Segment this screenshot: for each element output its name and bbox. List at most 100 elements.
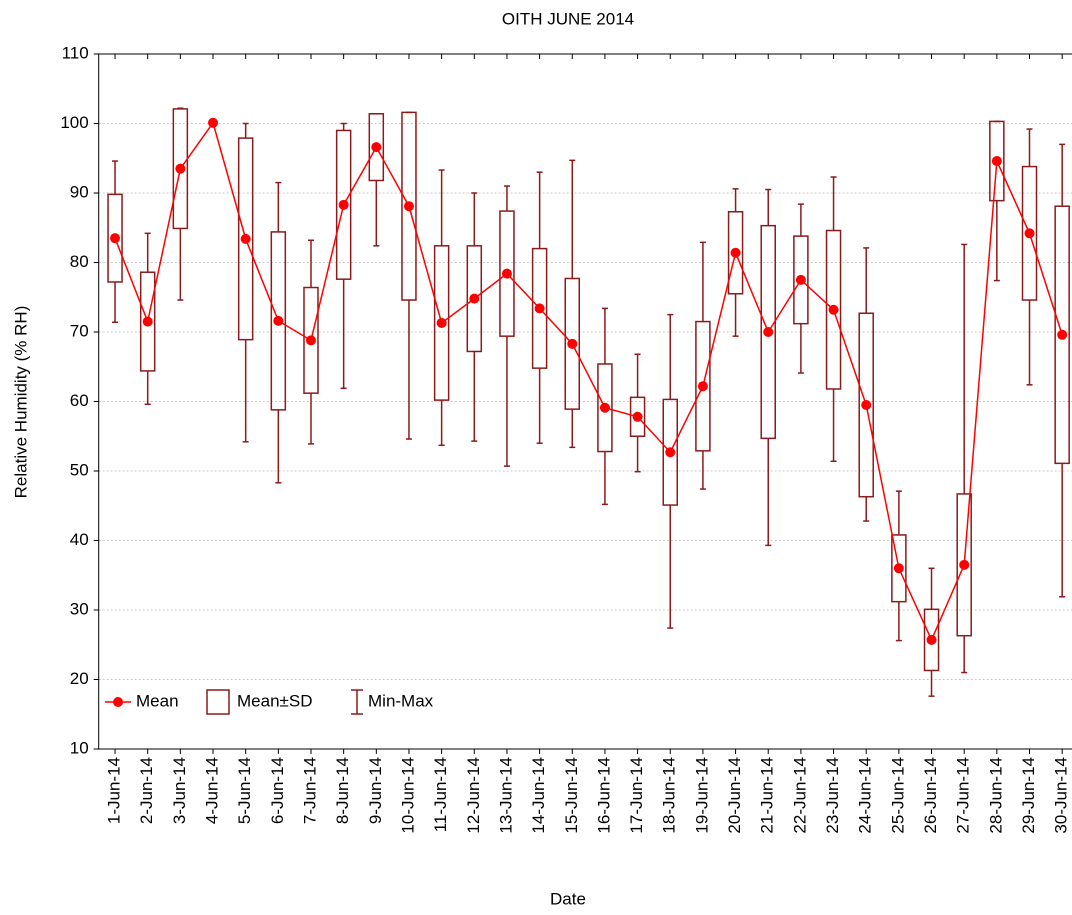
- sd-box: [466, 245, 483, 353]
- y-tick-label: 20: [70, 669, 89, 688]
- mean-point: [240, 233, 251, 244]
- sd-box: [760, 224, 776, 440]
- x-tick-label: 28-Jun-14: [986, 757, 1005, 834]
- sd-box: [499, 210, 515, 337]
- x-tick-label: 22-Jun-14: [790, 757, 809, 834]
- sd-box: [172, 108, 189, 230]
- sd-box: [597, 363, 613, 453]
- y-tick-label: 110: [62, 43, 89, 62]
- x-tick-label: 13-Jun-14: [496, 757, 515, 834]
- mean-point: [1024, 228, 1035, 239]
- plot-frame: [98, 53, 1072, 750]
- sd-box: [662, 398, 678, 506]
- legend-symbol: [206, 689, 230, 715]
- x-tick-label: 8-Jun-14: [333, 757, 352, 824]
- sd-box: [1054, 205, 1070, 465]
- mean-point: [436, 317, 447, 328]
- mean-point: [730, 247, 741, 258]
- y-tick-label: 50: [70, 460, 89, 479]
- mean-point: [305, 335, 316, 346]
- x-tick-label: 11-Jun-14: [431, 757, 450, 832]
- x-tick-label: 19-Jun-14: [692, 757, 711, 834]
- chart-title: OITH JUNE 2014: [502, 9, 634, 28]
- mean-point: [926, 634, 937, 645]
- mean-point: [893, 563, 904, 574]
- sd-box: [989, 120, 1005, 202]
- mean-point: [599, 402, 610, 413]
- sd-box: [727, 211, 744, 295]
- sd-box: [107, 193, 123, 283]
- legend-symbol: [113, 697, 123, 707]
- mean-point: [142, 316, 153, 327]
- x-axis-label: Date: [550, 889, 586, 908]
- x-tick-label: 18-Jun-14: [660, 757, 679, 834]
- x-tick-label: 26-Jun-14: [921, 757, 940, 834]
- legend-label: Mean: [136, 691, 179, 710]
- x-tick-label: 24-Jun-14: [856, 757, 875, 834]
- mean-point: [403, 201, 414, 212]
- mean-point: [175, 163, 186, 174]
- x-tick-label: 21-Jun-14: [758, 757, 777, 834]
- y-tick-label: 100: [60, 113, 88, 132]
- legend-label: Mean±SD: [237, 691, 312, 710]
- sd-box: [923, 608, 940, 672]
- y-tick-label: 40: [70, 530, 89, 549]
- sd-box: [825, 229, 842, 390]
- y-tick-label: 10: [70, 738, 89, 757]
- mean-point: [795, 274, 806, 285]
- x-tick-label: 2-Jun-14: [137, 757, 156, 824]
- mean-point: [273, 315, 284, 326]
- sd-box: [139, 271, 156, 372]
- x-tick-label: 27-Jun-14: [954, 757, 973, 834]
- sd-box: [335, 129, 352, 280]
- sd-box: [531, 247, 548, 369]
- y-tick-label: 70: [70, 321, 89, 340]
- mean-point: [469, 293, 480, 304]
- x-tick-label: 7-Jun-14: [300, 757, 319, 824]
- mean-point: [371, 142, 382, 153]
- x-tick-label: 20-Jun-14: [725, 757, 744, 834]
- y-tick-label: 30: [70, 599, 89, 618]
- x-tick-label: 14-Jun-14: [529, 757, 548, 834]
- sd-box: [401, 111, 417, 301]
- mean-point: [632, 411, 643, 422]
- sd-box: [303, 286, 319, 394]
- y-tick-label: 90: [70, 182, 89, 201]
- x-tick-label: 4-Jun-14: [202, 757, 221, 824]
- x-tick-label: 16-Jun-14: [594, 757, 613, 834]
- x-tick-label: 10-Jun-14: [398, 757, 417, 834]
- sd-box: [956, 493, 972, 637]
- x-tick-label: 6-Jun-14: [268, 757, 287, 824]
- mean-point: [208, 117, 219, 128]
- x-tick-label: 9-Jun-14: [366, 757, 385, 824]
- legend-label: Min-Max: [368, 691, 434, 710]
- x-tick-label: 30-Jun-14: [1052, 757, 1071, 834]
- x-tick-label: 12-Jun-14: [464, 757, 483, 834]
- x-tick-label: 1-Jun-14: [105, 757, 124, 824]
- sd-box: [1021, 165, 1038, 301]
- sd-box: [629, 396, 646, 437]
- mean-point: [501, 268, 512, 279]
- mean-point: [763, 327, 774, 337]
- x-tick-label: 15-Jun-14: [562, 757, 581, 834]
- mean-point: [338, 199, 349, 210]
- x-tick-label: 25-Jun-14: [888, 757, 907, 834]
- x-tick-label: 23-Jun-14: [823, 757, 842, 834]
- y-tick-label: 60: [70, 391, 89, 410]
- mean-point: [110, 233, 121, 244]
- mean-point: [959, 559, 970, 570]
- y-axis-label: Relative Humidity (% RH): [11, 306, 30, 499]
- sd-box: [368, 113, 385, 182]
- mean-point: [1057, 329, 1068, 340]
- x-tick-label: 29-Jun-14: [1019, 757, 1038, 834]
- mean-point: [534, 303, 545, 314]
- mean-point: [665, 447, 676, 458]
- mean-point: [697, 381, 708, 392]
- mean-point: [991, 156, 1002, 167]
- sd-box: [695, 320, 711, 452]
- sd-box: [858, 312, 874, 498]
- sd-box: [891, 534, 907, 603]
- x-tick-label: 3-Jun-14: [170, 757, 189, 824]
- sd-box: [564, 277, 581, 410]
